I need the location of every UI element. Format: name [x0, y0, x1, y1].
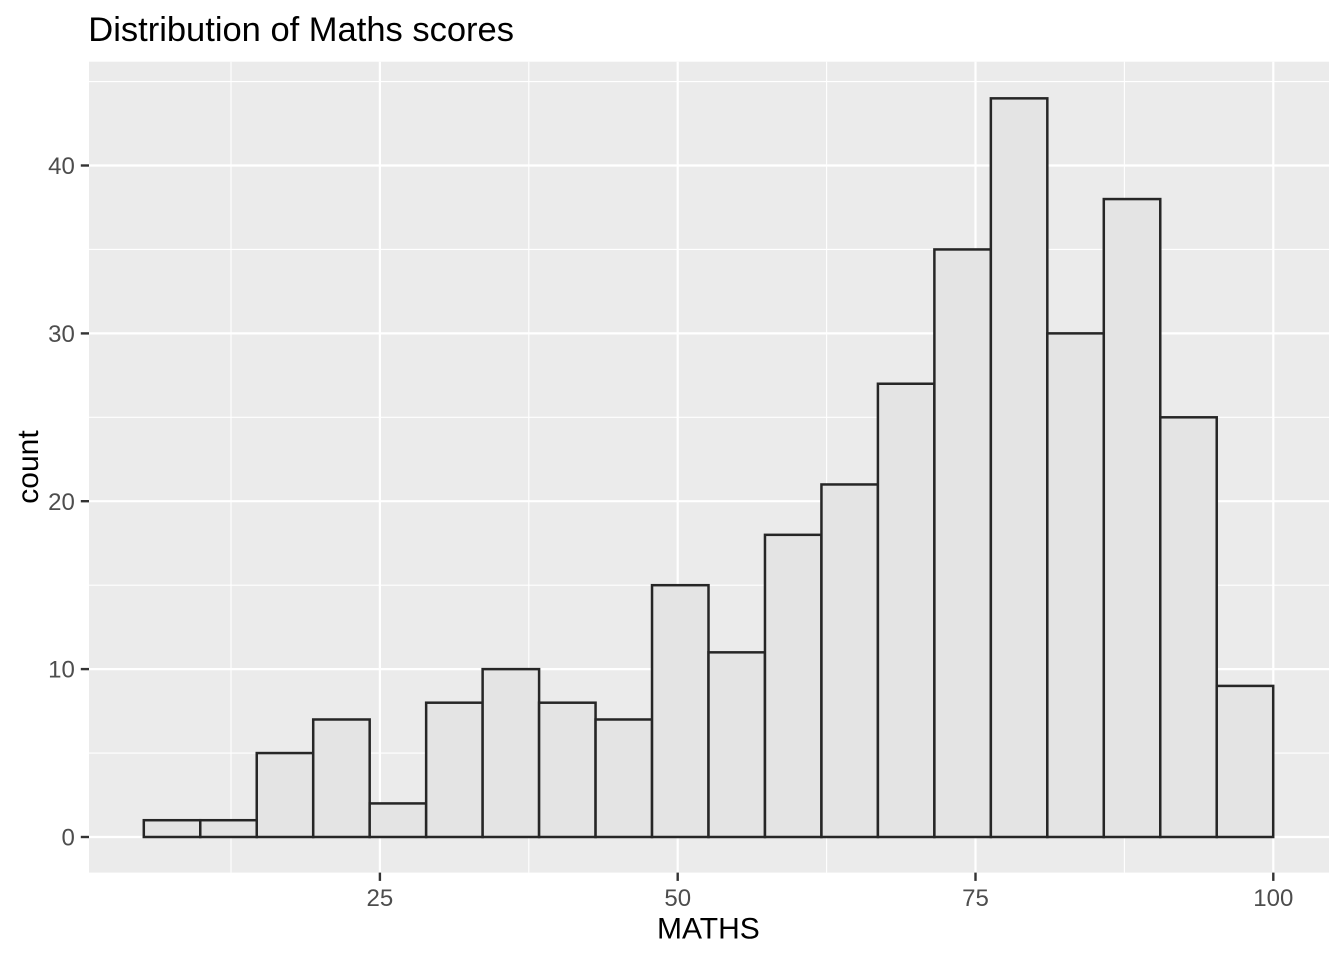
svg-text:30: 30	[48, 321, 75, 348]
svg-text:100: 100	[1253, 885, 1293, 912]
svg-text:75: 75	[962, 885, 989, 912]
svg-text:0: 0	[61, 825, 74, 852]
svg-text:Distribution of Maths scores: Distribution of Maths scores	[88, 11, 514, 49]
svg-text:40: 40	[48, 153, 75, 180]
svg-text:count: count	[12, 430, 45, 504]
svg-text:25: 25	[367, 885, 394, 912]
svg-text:20: 20	[48, 489, 75, 516]
svg-text:50: 50	[664, 885, 691, 912]
svg-text:10: 10	[48, 657, 75, 684]
svg-text:MATHS: MATHS	[657, 913, 760, 946]
